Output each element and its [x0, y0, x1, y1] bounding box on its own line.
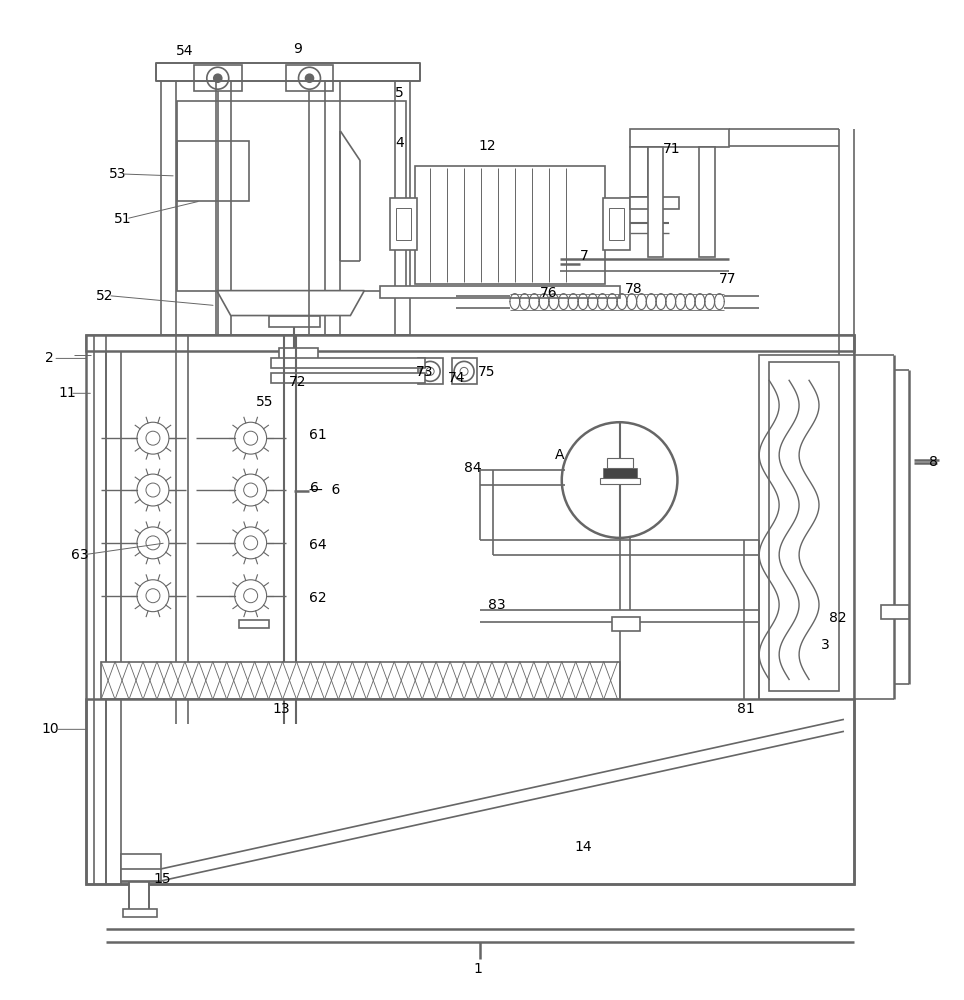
Bar — [271, 373, 425, 383]
Bar — [396, 208, 412, 240]
Bar — [648, 147, 663, 257]
Bar — [760, 355, 854, 699]
Bar — [611, 617, 639, 631]
Bar — [699, 147, 715, 257]
Bar — [161, 76, 411, 335]
Bar — [452, 358, 477, 384]
Bar — [769, 362, 839, 691]
Text: 63: 63 — [71, 548, 89, 562]
Bar — [156, 63, 420, 81]
Text: 78: 78 — [625, 282, 642, 296]
Text: —  6: — 6 — [308, 483, 340, 497]
Bar — [121, 854, 161, 882]
Text: 52: 52 — [96, 289, 114, 303]
Text: 73: 73 — [416, 365, 434, 379]
Text: 77: 77 — [719, 272, 736, 286]
Text: 51: 51 — [114, 212, 132, 226]
Bar — [606, 458, 632, 468]
Bar — [86, 699, 854, 884]
Text: 6: 6 — [310, 481, 319, 495]
Text: 53: 53 — [109, 167, 126, 181]
Bar — [269, 316, 320, 327]
Bar — [123, 909, 157, 917]
Bar — [629, 197, 680, 209]
Text: 72: 72 — [288, 375, 306, 389]
Text: 14: 14 — [575, 840, 592, 854]
Bar — [629, 129, 730, 147]
Bar — [380, 286, 620, 298]
Text: 15: 15 — [153, 872, 171, 886]
Text: 12: 12 — [478, 139, 495, 153]
Bar — [279, 348, 318, 362]
Bar — [129, 882, 149, 912]
Circle shape — [214, 74, 222, 82]
Text: 3: 3 — [821, 638, 830, 652]
Bar — [608, 208, 624, 240]
Bar — [415, 166, 604, 284]
Bar — [194, 65, 242, 91]
Text: 74: 74 — [448, 371, 466, 385]
Bar — [176, 101, 406, 291]
Text: 81: 81 — [737, 702, 755, 716]
Text: 13: 13 — [273, 702, 290, 716]
Text: 75: 75 — [478, 365, 495, 379]
Bar — [271, 358, 425, 368]
Text: 71: 71 — [662, 142, 681, 156]
Text: 61: 61 — [308, 428, 326, 442]
Text: 82: 82 — [829, 611, 846, 625]
Bar — [602, 468, 636, 478]
Text: 4: 4 — [395, 136, 404, 150]
Polygon shape — [217, 291, 364, 316]
Bar — [101, 662, 620, 699]
Bar — [239, 620, 269, 628]
Text: 54: 54 — [175, 44, 194, 58]
Bar — [629, 147, 648, 197]
Bar — [881, 605, 909, 619]
Text: 2: 2 — [45, 351, 54, 365]
Text: 62: 62 — [308, 591, 326, 605]
Circle shape — [562, 422, 678, 538]
Bar — [285, 65, 334, 91]
Bar — [86, 335, 854, 351]
Text: 83: 83 — [488, 598, 505, 612]
Text: 10: 10 — [41, 722, 59, 736]
Text: 76: 76 — [540, 286, 557, 300]
Bar — [390, 198, 417, 250]
Text: 55: 55 — [255, 395, 273, 409]
Text: 9: 9 — [294, 42, 303, 56]
Text: 5: 5 — [395, 86, 404, 100]
Circle shape — [306, 74, 313, 82]
Bar — [602, 198, 629, 250]
Text: A: A — [555, 448, 564, 462]
Text: 1: 1 — [473, 962, 482, 976]
Text: 8: 8 — [928, 455, 938, 469]
Text: 11: 11 — [58, 386, 76, 400]
Text: 84: 84 — [464, 461, 482, 475]
Bar — [600, 478, 639, 484]
Text: 64: 64 — [308, 538, 326, 552]
Text: 7: 7 — [579, 249, 588, 263]
Bar — [418, 358, 443, 384]
Bar — [86, 335, 854, 884]
